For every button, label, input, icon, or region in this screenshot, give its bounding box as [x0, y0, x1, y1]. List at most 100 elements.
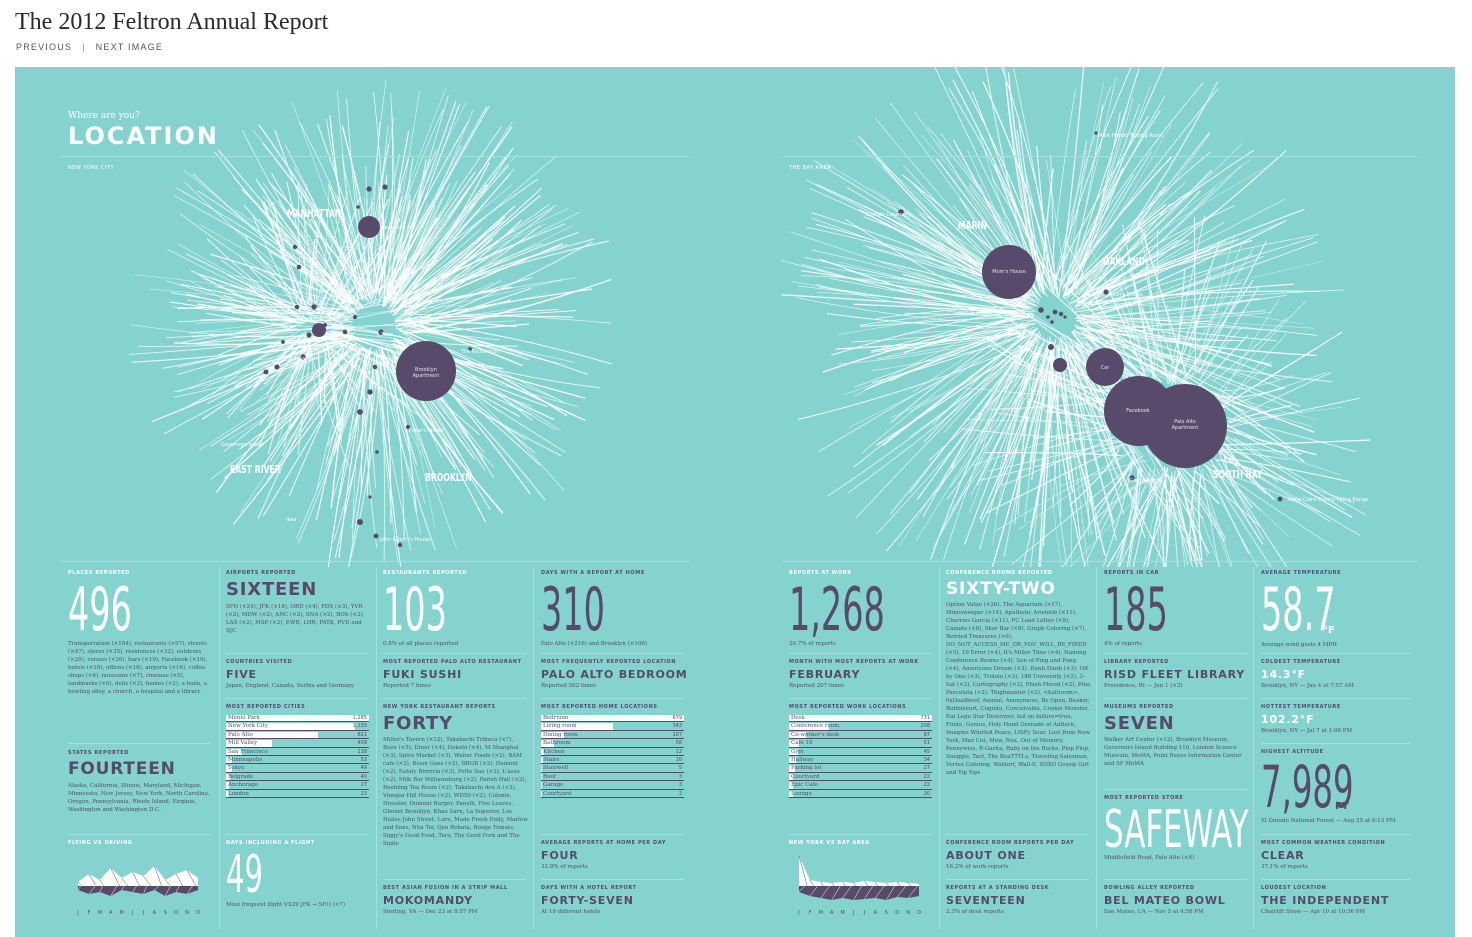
stream-line: [1063, 191, 1190, 296]
place-garrod-farms: Garrod Farms: [1129, 478, 1163, 484]
bar-row: Lounge 20: [789, 790, 932, 798]
stat-conference-rooms: CONFERENCE ROOMS REPORTED SIXTY-TWO Opti…: [946, 570, 1091, 777]
stream-line: [223, 357, 355, 479]
stream-line: [916, 342, 1035, 501]
chart-mesh-line: [831, 881, 843, 901]
stat-caption: HIGHEST ALTITUDE: [1261, 749, 1324, 755]
stat-places: PLACES REPORTED 496 Transportation (×104…: [68, 570, 213, 696]
location-dot: [1050, 320, 1054, 324]
stat-value: 1,268: [789, 575, 885, 645]
stream-line: [1218, 300, 1307, 392]
stream-line: [1180, 279, 1254, 384]
stream-line: [1177, 470, 1199, 544]
image-nav: PREVIOUS | NEXT IMAGE: [16, 42, 163, 52]
stat-caption: FLYING VS DRIVING: [68, 840, 133, 846]
bar-row: Cafe 18 51: [789, 739, 932, 748]
stat-caption: BEST ASIAN FUSION IN A STRIP MALL: [383, 885, 508, 891]
next-image-link[interactable]: NEXT IMAGE: [95, 42, 164, 52]
divider: [383, 698, 526, 699]
stream-line: [338, 351, 369, 558]
chart-mesh-line: [896, 882, 909, 898]
stream-line: [413, 323, 557, 365]
place-car: Car: [1100, 365, 1110, 371]
stream-line: [391, 359, 405, 539]
bar-fill: [226, 723, 355, 730]
location-dot: [357, 409, 363, 415]
stat-note: Middlefield Road, Palo Alto (×6): [1104, 855, 1195, 861]
place-grzywinski: Grzywinski+Pons: [297, 316, 340, 322]
stream-line: [796, 297, 1027, 326]
bar-value: 731: [920, 715, 930, 721]
stat-unit: °F: [1323, 625, 1335, 636]
stat-note: Miller's Tavern (×12), Takahachi Tribeca…: [383, 737, 528, 847]
location-dot: [1103, 289, 1109, 295]
chart-mesh-line: [864, 881, 876, 900]
stat-note: Chairlift Show — Apr 10 at 10:36 PM: [1261, 909, 1366, 915]
place-cowgirl-creamery: Cowgirl Creamery: [866, 212, 911, 218]
divider: [1253, 567, 1254, 929]
stream-line: [1053, 85, 1111, 284]
bar-label: Cafe 18: [791, 740, 813, 747]
stat-caption: NEW YORK VS BAY AREA: [789, 840, 870, 846]
location-dot: [1048, 344, 1054, 350]
bar-fill: [541, 765, 543, 772]
stream-line: [293, 166, 368, 303]
divider: [541, 834, 684, 835]
bar-label: Parking lot: [791, 765, 822, 772]
stream-line: [230, 225, 352, 304]
location-dot: [342, 329, 348, 335]
stat-library: LIBRARY REPORTED RISD FLEET LIBRARY Prov…: [1104, 659, 1249, 690]
stream-line: [1083, 312, 1272, 324]
bar-value: 5: [678, 765, 682, 772]
stream-line: [337, 352, 371, 506]
stat-value: 185: [1104, 575, 1168, 645]
bar-label: New York City: [228, 723, 268, 730]
stream-line: [1064, 68, 1140, 294]
stream-line: [399, 203, 550, 310]
stream-line: [373, 109, 444, 304]
stream-line: [1076, 112, 1121, 291]
stream-line: [1219, 458, 1355, 504]
divider: [541, 653, 684, 654]
stream-line: [331, 341, 394, 360]
stream-line: [1085, 187, 1216, 307]
chart-month-label: J: [852, 910, 854, 916]
stream-line: [327, 325, 401, 338]
stream-line: [1154, 468, 1180, 567]
stream-line: [1128, 468, 1143, 567]
stream-line: [1218, 431, 1345, 511]
divider: [1104, 653, 1247, 654]
stat-caption: MOST REPORTED CITIES: [226, 704, 306, 710]
stream-line: [977, 441, 1133, 482]
bar-fill: [789, 715, 932, 722]
chart-month-label: F: [808, 910, 811, 916]
stream-line: [225, 339, 305, 415]
bar-row: Courtyard 22: [789, 773, 932, 782]
stream-line: [903, 314, 1025, 354]
chart-month-label: A: [874, 910, 878, 916]
section-heading: LOCATION: [68, 122, 219, 150]
stream-line: [1081, 221, 1225, 307]
divider: [939, 567, 940, 929]
stream-line: [1214, 372, 1326, 411]
previous-link[interactable]: PREVIOUS: [16, 42, 73, 52]
stream-line: [178, 243, 337, 326]
stream-line: [1066, 167, 1124, 299]
chart-month-label: J: [142, 910, 144, 916]
cities-bar-list: Menlo Park 1,285 New York City 1,159 Palo Al…: [226, 714, 369, 798]
stat-altitude: HIGHEST ALTITUDE 7,989 FT El Dorado Nati…: [1261, 749, 1411, 825]
stream-line: [984, 451, 1124, 457]
chart-mesh-line: [842, 882, 854, 899]
stat-value: 102.2°F: [1261, 713, 1315, 726]
stream-line: [1067, 244, 1146, 389]
bar-fill: [541, 731, 564, 739]
divider: [1261, 834, 1411, 835]
stream-line: [1016, 130, 1043, 290]
chart-area-down: [799, 886, 919, 900]
stat-frequent-location: MOST FREQUENTLY REPORTED LOCATION PALO A…: [541, 659, 687, 690]
stream-line: [1069, 88, 1219, 285]
stream-line: [300, 195, 316, 306]
stream-line: [327, 350, 372, 447]
stat-home-avg: AVERAGE REPORTS AT HOME PER DAY FOUR 32.…: [541, 840, 686, 871]
chart-month-label: M: [840, 910, 844, 916]
